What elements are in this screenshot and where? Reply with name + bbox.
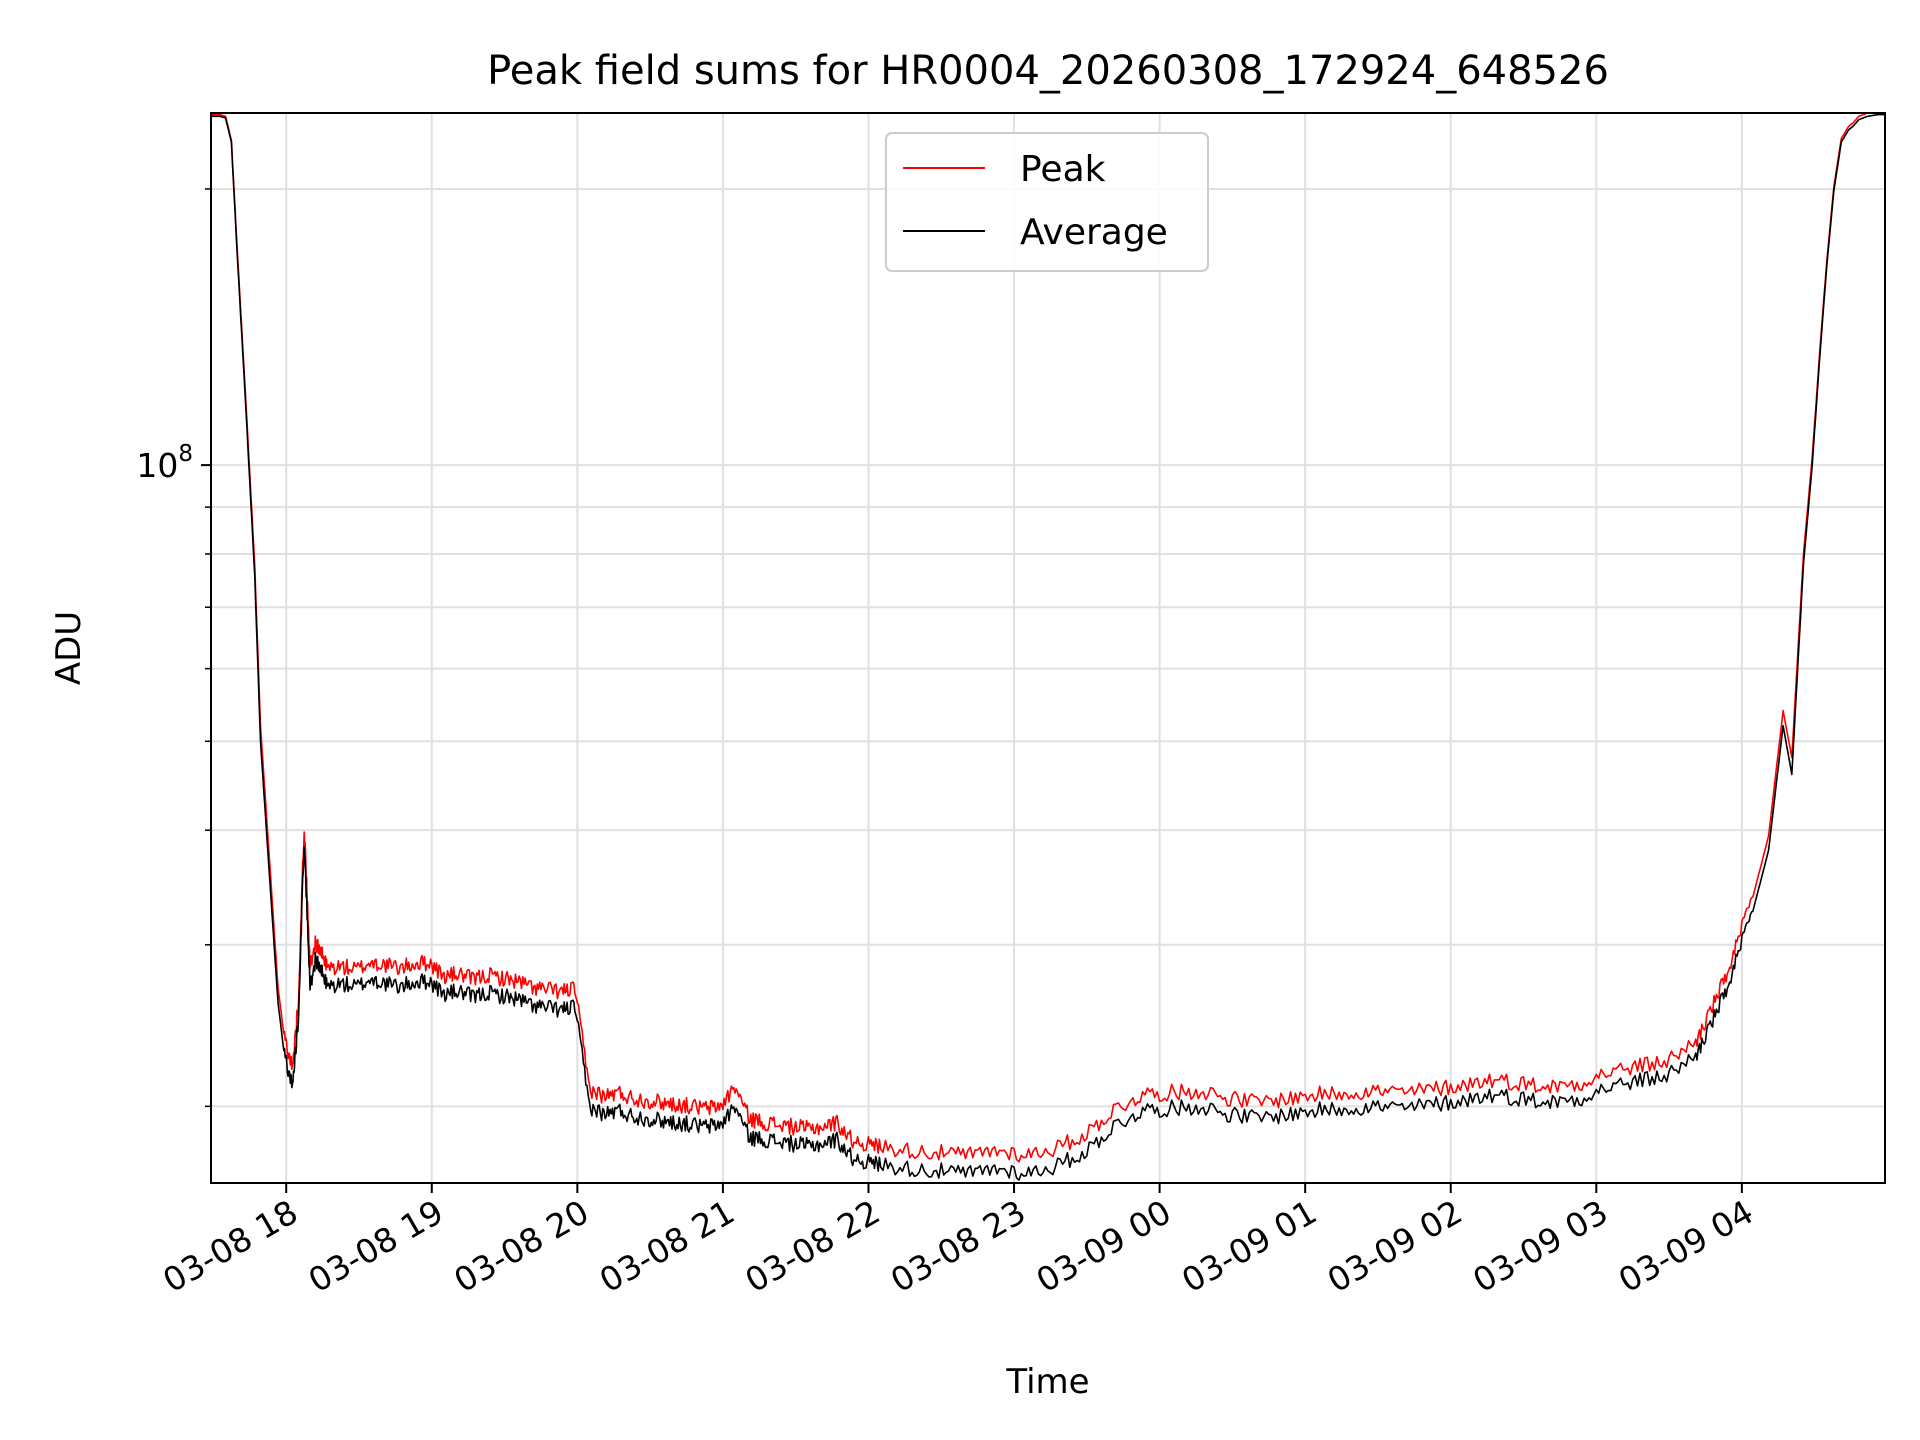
series-line-peak bbox=[211, 113, 1885, 1163]
legend-label-average: Average bbox=[1020, 212, 1168, 253]
legend: Peak Average bbox=[885, 132, 1209, 272]
series-line-average bbox=[211, 113, 1885, 1181]
chart-title: Peak field sums for HR0004_20260308_1729… bbox=[487, 48, 1609, 94]
y-tick-label-base: 10 bbox=[136, 446, 178, 485]
axes-frame bbox=[210, 112, 1886, 1184]
grid bbox=[211, 113, 1885, 1183]
y-tick-label: 108 bbox=[136, 441, 193, 485]
legend-label-peak: Peak bbox=[1020, 149, 1106, 190]
ticks bbox=[201, 188, 1743, 1193]
y-tick-label-exponent: 8 bbox=[178, 441, 193, 467]
x-axis-label: Time bbox=[1005, 1362, 1089, 1402]
y-axis-label: ADU bbox=[49, 611, 89, 685]
series-layer bbox=[211, 113, 1885, 1181]
